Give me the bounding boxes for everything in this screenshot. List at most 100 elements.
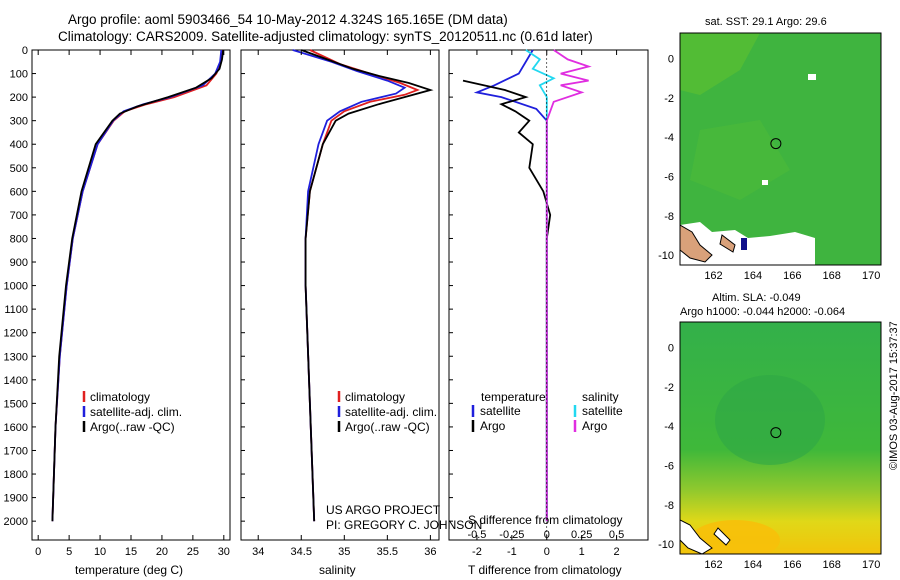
sla-map-subtitle: Argo h1000: -0.044 h2000: -0.064 [680, 306, 846, 318]
sla-map-argo-location-marker [770, 427, 782, 439]
sst-map-land [719, 234, 736, 253]
difference-top-axis-label: S difference from climatology [468, 513, 623, 527]
sst-map-cold-pixel [741, 238, 747, 250]
y-tick-label: 1500 [4, 398, 28, 410]
y-tick-label: 2000 [4, 516, 28, 528]
figure-title-line-1: Argo profile: aoml 5903466_54 10-May-201… [68, 12, 508, 27]
top-tick-label: 0 [544, 529, 550, 541]
x-tick-label: 15 [125, 546, 137, 558]
map-y-tick-label: -2 [664, 93, 674, 105]
series-line-satellite-adj-clim- [51, 49, 223, 522]
map-x-tick-label: 166 [783, 559, 801, 571]
series-line-temperature-satellite [473, 49, 548, 522]
sst-map [679, 32, 882, 266]
diff-legend-temp-argo: Argo [480, 419, 506, 433]
map-x-tick-label: 166 [783, 270, 801, 282]
diff-legend-temperature-header: temperature [481, 390, 546, 404]
map-y-tick-label: -4 [664, 132, 674, 144]
map-y-tick-label: 0 [668, 54, 674, 66]
y-tick-label: 1200 [4, 328, 28, 340]
temp-legend-argo: Argo(..raw -QC) [90, 420, 175, 434]
map-y-tick-label: 0 [668, 343, 674, 355]
sst-map-warm-patch [680, 33, 760, 95]
y-tick-label: 300 [10, 116, 28, 128]
x-tick-label: 34 [252, 546, 264, 558]
y-tick-label: 1700 [4, 445, 28, 457]
y-tick-label: 1000 [4, 281, 28, 293]
x-tick-label: 0 [544, 546, 550, 558]
difference-plot-frame [448, 49, 649, 541]
x-tick-label: 1 [579, 546, 585, 558]
map-x-tick-label: 168 [823, 559, 841, 571]
series-line-salinity-satellite [525, 49, 556, 522]
x-tick-label: 30 [218, 546, 230, 558]
sst-map-frame [679, 32, 882, 266]
salinity-x-axis-label: salinity [319, 563, 356, 577]
sst-map-cloud-gap [808, 74, 816, 80]
map-x-tick-label: 170 [862, 270, 880, 282]
imos-timestamp: ©IMOS 03-Aug-2017 15:37:37 [888, 321, 900, 470]
sst-map-land [680, 224, 713, 263]
top-tick-label: 0.5 [609, 529, 624, 541]
diff-legend-temp-satellite: satellite [480, 404, 521, 418]
difference-x-axis-label: T difference from climatology [468, 563, 622, 577]
y-tick-label: 1400 [4, 375, 28, 387]
y-tick-label: 800 [10, 233, 28, 245]
sla-map-low-anomaly [715, 375, 825, 465]
difference-series-group [462, 49, 592, 540]
temperature-x-axis-label: temperature (deg C) [75, 563, 184, 577]
series-line-salinity-argo [545, 49, 592, 522]
y-tick-label: 500 [10, 163, 28, 175]
project-credit: US ARGO PROJECT [326, 503, 441, 517]
map-x-tick-label: 164 [744, 270, 762, 282]
y-tick-label: 1800 [4, 469, 28, 481]
map-x-tick-label: 164 [744, 559, 762, 571]
top-tick-label: -0.25 [499, 529, 524, 541]
sla-map-frame [679, 321, 882, 555]
y-tick-label: 400 [10, 139, 28, 151]
diff-legend-salinity-header: salinity [582, 390, 619, 404]
temperature-series-group [51, 49, 225, 522]
map-x-tick-label: 162 [704, 559, 722, 571]
x-tick-label: 35.5 [377, 546, 398, 558]
temp-legend-climatology: climatology [90, 390, 151, 404]
sla-map-land [713, 527, 731, 546]
y-tick-label: 600 [10, 186, 28, 198]
x-tick-label: 10 [94, 546, 106, 558]
sla-map-title: Altim. SLA: -0.049 [712, 292, 801, 304]
salinity-plot-frame [240, 49, 440, 541]
series-line-temperature-argo [462, 79, 552, 522]
x-tick-label: 35 [338, 546, 350, 558]
sla-map-high-anomaly [690, 520, 780, 554]
x-tick-label: 0 [35, 546, 41, 558]
map-y-tick-label: -8 [664, 500, 674, 512]
map-y-tick-label: -6 [664, 172, 674, 184]
sst-map-cloud-gap [762, 180, 768, 185]
sal-legend-satellite: satellite-adj. clim. [345, 405, 438, 419]
sst-map-title: sat. SST: 29.1 Argo: 29.6 [705, 16, 827, 28]
series-line-argo-raw-qc- [51, 49, 225, 522]
x-tick-label: -2 [472, 546, 482, 558]
x-tick-label: 5 [66, 546, 72, 558]
y-tick-label: 1900 [4, 493, 28, 505]
sst-map-argo-location-marker [770, 138, 782, 150]
map-x-tick-label: 170 [862, 559, 880, 571]
x-tick-label: 25 [187, 546, 199, 558]
x-tick-label: 2 [614, 546, 620, 558]
y-tick-label: 100 [10, 69, 28, 81]
y-tick-label: 1600 [4, 422, 28, 434]
map-y-tick-label: -8 [664, 211, 674, 223]
y-tick-label: 1300 [4, 351, 28, 363]
sal-legend-climatology: climatology [345, 390, 406, 404]
y-tick-label: 900 [10, 257, 28, 269]
y-tick-label: 200 [10, 92, 28, 104]
salinity-series-group [292, 49, 434, 522]
sal-legend-argo: Argo(..raw -QC) [345, 420, 430, 434]
sst-map-cloud-gap [680, 222, 815, 265]
x-tick-label: 36 [424, 546, 436, 558]
diff-legend-sal-satellite: satellite [582, 404, 623, 418]
temperature-plot-frame [31, 49, 231, 541]
top-tick-label: 0.25 [571, 529, 592, 541]
pi-credit: PI: GREGORY C. JOHNSON [326, 518, 483, 532]
